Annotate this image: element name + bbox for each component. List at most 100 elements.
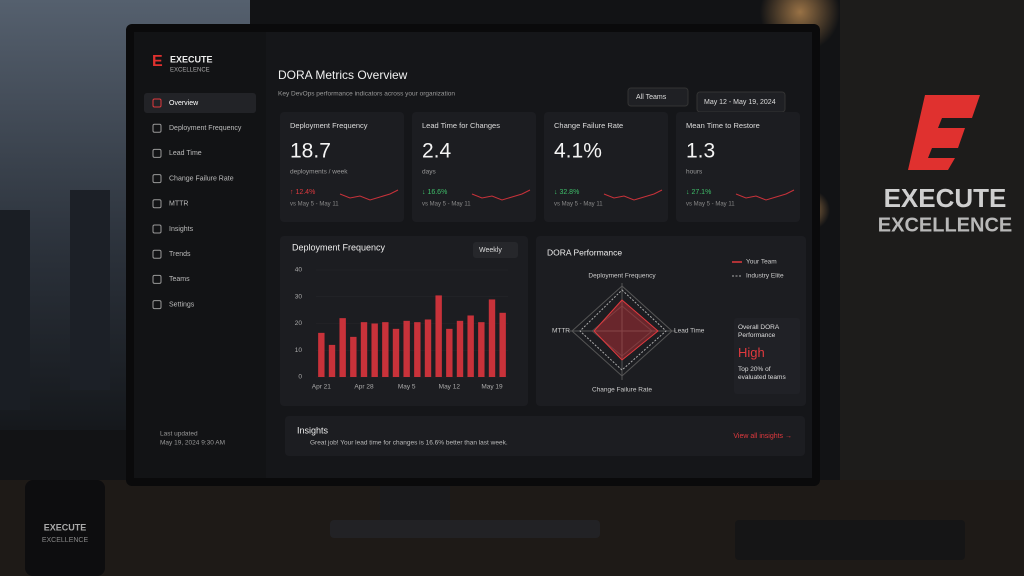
bar — [467, 315, 474, 377]
bar — [499, 312, 506, 377]
card-change: ↓ 27.1% — [686, 189, 711, 196]
card-value: 4.1% — [554, 140, 602, 163]
overall-label: Overall DORA Performance — [738, 324, 779, 340]
brand-logo: E — [152, 53, 163, 70]
card-period: vs May 5 - May 11 — [554, 202, 603, 208]
last-updated-label: Last updated — [160, 431, 198, 438]
nav-icon — [152, 274, 162, 284]
card-period: vs May 5 - May 11 — [422, 202, 471, 208]
card-change: ↑ 12.4% — [290, 189, 315, 196]
nav-icon — [152, 174, 162, 184]
y-tick-label: 40 — [295, 267, 303, 274]
period-select[interactable] — [473, 242, 518, 258]
radar-team — [593, 299, 659, 361]
page-title: DORA Metrics Overview — [278, 68, 408, 82]
bar — [446, 328, 453, 377]
sparkline — [339, 189, 399, 201]
bar — [350, 336, 357, 377]
y-tick-label: 30 — [295, 293, 303, 300]
bar — [414, 322, 421, 377]
nav-item[interactable]: Teams — [169, 276, 190, 283]
legend-text: Your Team — [746, 259, 777, 266]
nav-item[interactable]: Overview — [169, 100, 199, 107]
nav-icon — [152, 199, 162, 209]
nav-item[interactable]: Insights — [169, 226, 194, 233]
mug-text: EXECUTE — [44, 522, 87, 532]
bar — [392, 328, 400, 377]
radar-axis-label: Deployment Frequency — [588, 273, 656, 280]
x-tick-label: Apr 28 — [354, 384, 374, 391]
wall-sign: EXCELLENCE — [878, 214, 1012, 236]
x-tick-label: May 19 — [481, 384, 503, 391]
chart-title: Deployment Frequency — [292, 242, 386, 252]
building — [70, 190, 110, 390]
overall-note: Top 20% of evaluated teams — [738, 365, 786, 382]
bar — [456, 320, 464, 377]
card-unit: days — [422, 169, 436, 176]
nav-item[interactable]: Trends — [169, 251, 191, 258]
nav-icon — [152, 224, 162, 234]
radar-axis-label: Lead Time — [674, 328, 705, 335]
nav-item[interactable]: Lead Time — [169, 150, 202, 157]
legend-text: Industry Elite — [746, 273, 784, 280]
radar-title: DORA Performance — [547, 247, 622, 257]
sparkline — [735, 189, 795, 201]
insights-message: Great job! Your lead time for changes is… — [310, 440, 508, 447]
building — [0, 210, 30, 410]
card-unit: hours — [686, 169, 703, 176]
card-title: Lead Time for Changes — [422, 121, 500, 130]
last-updated-value: May 19, 2024 9:30 AM — [160, 440, 225, 447]
overall-box — [734, 318, 800, 394]
bar — [403, 320, 410, 377]
card-change: ↓ 32.8% — [554, 189, 579, 196]
y-tick-label: 20 — [295, 320, 303, 327]
y-tick-label: 10 — [295, 347, 303, 354]
card-value: 1.3 — [686, 140, 715, 163]
nav-item[interactable]: Settings — [169, 301, 195, 308]
page-subtitle: Key DevOps performance indicators across… — [278, 91, 455, 98]
nav-item[interactable]: Change Failure Rate — [169, 175, 234, 182]
card-period: vs May 5 - May 11 — [290, 202, 339, 208]
radar-axis-label: MTTR — [552, 328, 570, 335]
bar — [339, 318, 346, 377]
nav-icon — [152, 98, 162, 108]
brand-sub: EXCELLENCE — [170, 68, 210, 74]
bar — [424, 319, 432, 377]
card-title: Deployment Frequency — [290, 121, 368, 130]
wall-panel — [840, 0, 1024, 480]
mug-text: EXCELLENCE — [42, 537, 89, 544]
card-value: 2.4 — [422, 140, 452, 163]
card-title: Mean Time to Restore — [686, 121, 760, 130]
card-title: Change Failure Rate — [554, 121, 623, 130]
insights-title: Insights — [297, 425, 329, 435]
monitor-base — [330, 520, 600, 538]
bar — [382, 322, 389, 377]
nav-icon — [152, 300, 162, 310]
card-period: vs May 5 - May 11 — [686, 202, 735, 208]
period-select-text: Weekly — [479, 247, 502, 254]
brand-name: EXECUTE — [170, 54, 213, 64]
notebook — [735, 520, 965, 560]
metric-card — [280, 112, 404, 222]
bar — [371, 323, 378, 377]
nav-item[interactable]: Deployment Frequency — [169, 125, 242, 132]
radar-axis-label: Change Failure Rate — [592, 387, 652, 394]
wall-sign: EXECUTE — [884, 183, 1007, 213]
nav-item[interactable]: MTTR — [169, 201, 188, 208]
x-tick-label: May 12 — [439, 384, 461, 391]
bar — [318, 332, 325, 377]
sparkline — [471, 189, 531, 201]
overall-value: High — [738, 344, 765, 360]
overall: Overall DORA Performance High Top 20% of… — [738, 324, 786, 382]
sparkline — [603, 189, 663, 201]
y-tick-label: 0 — [298, 374, 302, 381]
insights-link[interactable]: View all insights → — [733, 433, 792, 440]
date-range-text: May 12 - May 19, 2024 — [704, 99, 776, 106]
nav-active — [144, 93, 256, 113]
team-filter[interactable] — [627, 87, 689, 107]
team-filter-text: All Teams — [636, 94, 667, 101]
bar — [360, 322, 368, 377]
wall-logo — [908, 95, 980, 170]
bar — [328, 344, 336, 377]
